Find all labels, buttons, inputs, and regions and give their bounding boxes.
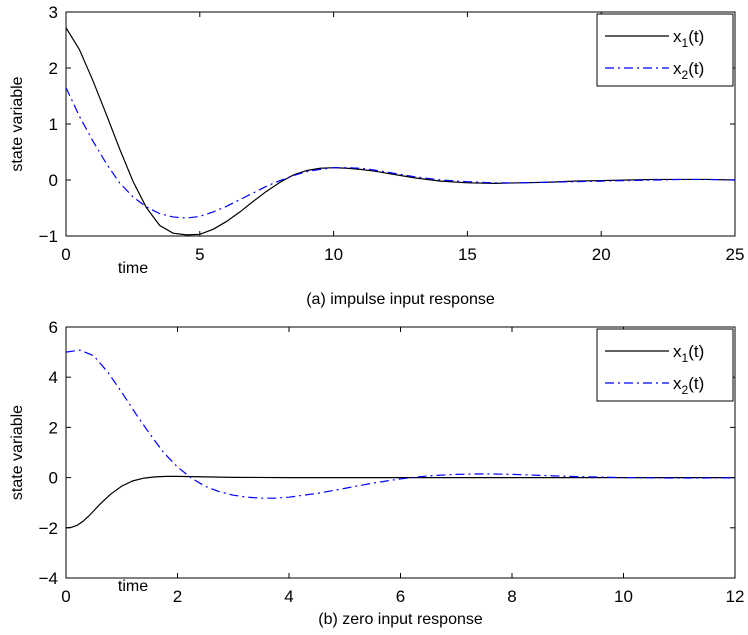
legend-box xyxy=(596,13,734,87)
x-tick-label: 6 xyxy=(396,587,405,606)
legend-label-1: x1(t) xyxy=(673,27,704,50)
legend-label-1: x1(t) xyxy=(673,342,704,365)
x-tick-label: 4 xyxy=(284,587,293,606)
x-tick-label: 20 xyxy=(592,245,611,264)
y-tick-label: 2 xyxy=(49,418,58,437)
x-tick-label: 0 xyxy=(61,587,70,606)
y-tick-label: 4 xyxy=(49,368,58,387)
x-tick-label: 10 xyxy=(614,587,633,606)
chart-zero-input-response: 0 2 4 6 8 10 12 −4 −2 0 2 4 6 time state variable (b) z… xyxy=(9,318,744,628)
series-line-2 xyxy=(66,349,735,499)
x-tick-label: 0 xyxy=(61,245,70,264)
y-tick-label: −4 xyxy=(39,569,58,588)
legend-box xyxy=(596,328,734,402)
y-tick-label: 6 xyxy=(49,318,58,337)
legend: x1(t) x2(t) xyxy=(596,13,734,87)
y-axis-label: state variable xyxy=(9,76,26,171)
y-tick-label: 1 xyxy=(49,115,58,134)
x-tick-label: 15 xyxy=(458,245,477,264)
x-tick-label: 12 xyxy=(726,587,745,606)
series-line-2 xyxy=(66,87,735,219)
legend-label-2: x2(t) xyxy=(673,59,704,82)
legend-label-2: x2(t) xyxy=(673,374,704,397)
x-tick-label: 8 xyxy=(507,587,516,606)
y-axis-label: state variable xyxy=(9,405,26,500)
series-line-1 xyxy=(66,475,735,529)
x-tick-label: 10 xyxy=(324,245,343,264)
chart-caption: (b) zero input response xyxy=(318,611,483,628)
y-tick-label: 0 xyxy=(49,171,58,190)
y-tick-label: −2 xyxy=(39,519,58,538)
legend: x1(t) x2(t) xyxy=(596,328,734,402)
x-tick-label: 5 xyxy=(195,245,204,264)
x-axis-label: time xyxy=(118,260,148,277)
chart-caption: (a) impulse input response xyxy=(306,291,495,308)
y-tick-label: 3 xyxy=(49,3,58,22)
y-tick-label: 2 xyxy=(49,59,58,78)
x-tick-label: 2 xyxy=(173,587,182,606)
y-tick-label: −1 xyxy=(39,227,58,246)
x-axis-label: time xyxy=(118,578,148,595)
y-tick-label: 0 xyxy=(49,469,58,488)
x-tick-label: 25 xyxy=(726,245,745,264)
